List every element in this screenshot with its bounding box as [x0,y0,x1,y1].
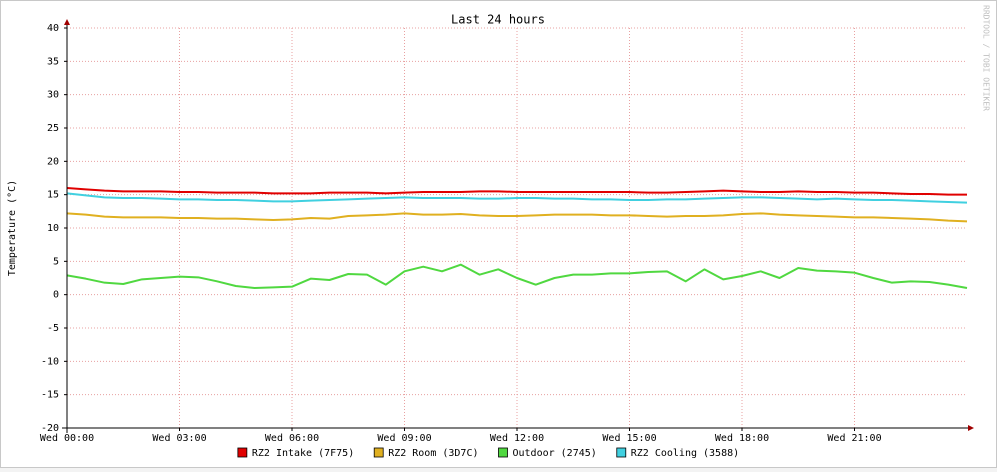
y-tick-label: -20 [41,423,59,434]
y-tick-label: -10 [41,356,59,367]
y-tick-label: 5 [53,256,59,267]
grid [66,27,967,429]
y-tick-label: 30 [47,90,59,101]
legend-label: Outdoor (2745) [513,448,597,459]
y-tick-label: 25 [47,123,59,134]
legend-label: RZ2 Intake (7F75) [252,448,354,459]
x-tick-label: Wed 00:00 [40,433,94,444]
x-tick-label: Wed 21:00 [827,433,881,444]
legend-swatch [498,447,508,458]
legend-swatch [616,447,627,458]
x-axis-arrow [968,425,974,431]
watermark: RRDTOOL / TOBI OETIKER [982,5,991,111]
legend-label: RZ2 Cooling (3588) [631,448,739,459]
legend-label: RZ2 Room (3D7C) [388,448,478,459]
x-tick-label: Wed 06:00 [265,433,319,444]
y-tick-label: 40 [47,23,59,34]
y-axis-label: Temperature (°C) [7,180,18,276]
y-tick-label: -15 [41,390,59,401]
series-line [66,187,967,196]
y-tick-label: -5 [47,323,59,334]
series-line [66,212,968,223]
legend: RZ2 Intake (7F75) RZ2 Room (3D7C) Outdoor … [237,447,739,459]
y-tick-label: 0 [53,290,59,301]
y-tick-label: 15 [47,190,59,201]
lines [66,187,968,289]
series-line [66,263,968,289]
y-tick-label: 35 [47,56,59,67]
legend-swatch [237,447,248,458]
x-tick-label: Wed 12:00 [490,433,544,444]
x-tick-label: Wed 15:00 [602,433,656,444]
y-tick-label: 10 [47,223,59,234]
y-axis-arrow [64,19,70,25]
x-tick-label: Wed 09:00 [377,433,431,444]
x-tick-label: Wed 03:00 [152,433,206,444]
x-tick-label: Wed 18:00 [715,433,769,444]
chart-title: Last 24 hours [451,13,545,27]
y-tick-label: 20 [47,156,59,167]
legend-swatch [373,447,384,458]
ticks: -20 -15 -10 -5 0 5 10 15 20 25 30 35 40 Wed 00:00 Wed … [40,23,882,444]
series-line [66,192,968,204]
